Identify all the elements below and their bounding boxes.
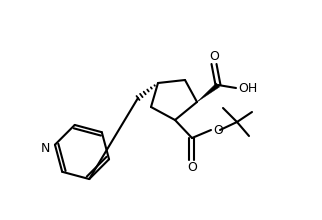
Text: O: O <box>209 50 219 63</box>
Text: O: O <box>187 161 197 174</box>
Text: OH: OH <box>238 81 257 95</box>
Text: N: N <box>41 142 50 155</box>
Polygon shape <box>197 83 220 102</box>
Text: O: O <box>213 123 223 136</box>
